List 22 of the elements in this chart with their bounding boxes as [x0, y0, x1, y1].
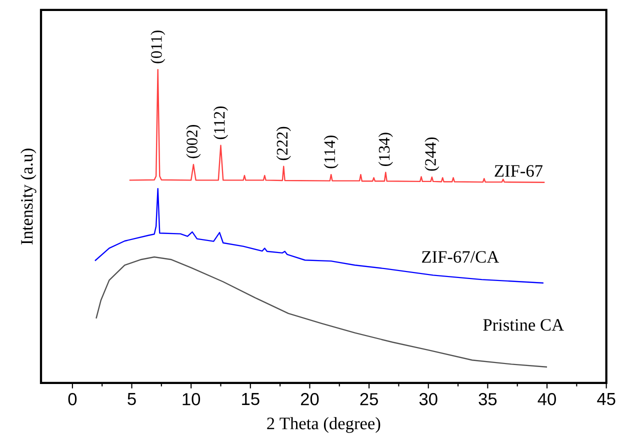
x-tick-label: 25	[360, 393, 378, 406]
x-tick-label: 35	[478, 393, 497, 406]
annotation: (002)	[186, 124, 201, 158]
y-axis-title: Intensity (a.u)	[20, 148, 36, 244]
x-tick-label: 20	[300, 393, 319, 406]
annotation: (134)	[378, 132, 393, 166]
x-tick-label: 0	[68, 393, 77, 406]
series-label: ZIF-67/CA	[422, 251, 500, 263]
x-axis-title: 2 Theta (degree)	[267, 417, 380, 433]
x-tick-label: 15	[242, 393, 260, 406]
x-tick-label: 40	[538, 393, 556, 406]
x-tick-label: 45	[597, 393, 616, 406]
x-tick-label: 5	[128, 393, 136, 406]
series-label: ZIF-67	[494, 165, 543, 177]
annotation: (011)	[150, 30, 166, 64]
series-label: Pristine CA	[483, 319, 564, 331]
x-tick-label: 30	[419, 393, 438, 406]
annotation: (222)	[276, 126, 291, 160]
x-tick-label: 10	[182, 393, 200, 406]
annotation: (114)	[324, 136, 338, 168]
annotation: (112)	[213, 106, 228, 140]
annotation: (244)	[424, 138, 440, 171]
